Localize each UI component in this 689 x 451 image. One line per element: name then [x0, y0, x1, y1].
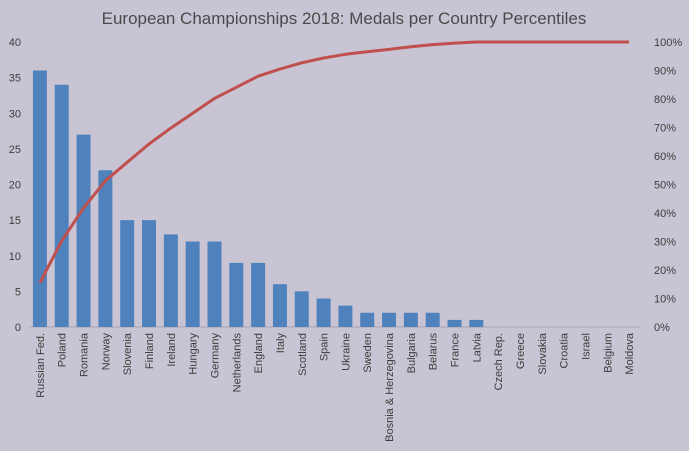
bar	[142, 220, 157, 327]
x-tick-label: Belgium	[602, 333, 614, 373]
bar	[185, 241, 200, 327]
bar	[382, 312, 397, 327]
bar	[98, 170, 113, 327]
y-right-tick-label: 40%	[654, 208, 676, 220]
bar	[360, 312, 375, 327]
x-tick-label: Romania	[79, 332, 91, 377]
y-right-tick-label: 10%	[654, 294, 676, 306]
bar	[32, 70, 47, 327]
y-right-tick-label: 0%	[654, 322, 670, 334]
bar	[251, 262, 266, 327]
chart-title: European Championships 2018: Medals per …	[102, 9, 587, 28]
x-tick-label: Scotland	[297, 333, 309, 376]
y-left-tick-label: 25	[9, 144, 21, 156]
bar	[229, 262, 244, 327]
x-tick-label: Croatia	[559, 332, 571, 368]
bar	[120, 220, 135, 327]
x-tick-label: Germany	[209, 333, 221, 379]
x-tick-label: Ukraine	[340, 333, 352, 371]
x-tick-label: Spain	[319, 333, 331, 361]
y-left-tick-label: 15	[9, 215, 21, 227]
bar	[469, 319, 484, 327]
x-tick-label: Moldova	[624, 332, 636, 374]
y-left-tick-label: 5	[15, 286, 21, 298]
y-left-tick-label: 35	[9, 73, 21, 85]
y-left-tick-label: 10	[9, 251, 21, 263]
bar	[447, 319, 462, 327]
bar	[403, 312, 418, 327]
y-right-tick-label: 80%	[654, 94, 676, 106]
y-right-tick-label: 50%	[654, 180, 676, 192]
x-tick-label: Slovakia	[537, 332, 549, 374]
x-tick-label: Czech Rep.	[493, 333, 505, 390]
bar	[163, 234, 178, 327]
bar	[338, 305, 353, 327]
y-right-tick-label: 90%	[654, 66, 676, 78]
x-tick-labels: Russian Fed. Poland Romania Norway Slovenia F…	[35, 332, 636, 442]
x-tick-label: Norway	[100, 333, 112, 371]
axes: 0 5 10 15 20 25 30 35 40 0% 10% 20% 30% 40% 50% 60% 70% 8…	[9, 37, 683, 334]
x-tick-label: Greece	[515, 333, 527, 369]
bar	[54, 84, 69, 327]
y-right-tick-label: 30%	[654, 237, 676, 249]
y-left-tick-label: 20	[9, 180, 21, 192]
bar	[272, 284, 287, 327]
cumulative-line	[38, 40, 630, 284]
x-tick-label: Finland	[144, 333, 156, 369]
x-tick-label: Bulgaria	[406, 332, 418, 373]
x-tick-label: Italy	[275, 333, 287, 354]
bar-series	[32, 70, 484, 327]
x-tick-label: Ireland	[166, 333, 178, 367]
x-tick-label: Belarus	[428, 333, 440, 371]
x-tick-label: Sweden	[362, 333, 374, 373]
y-left-tick-label: 40	[9, 37, 21, 49]
bar	[425, 312, 440, 327]
cumulative-line-series	[38, 40, 630, 284]
y-right-tick-label: 60%	[654, 151, 676, 163]
y-left-tick-label: 0	[15, 322, 21, 334]
x-tick-label: Slovenia	[122, 332, 134, 375]
x-tick-label: Russian Fed.	[35, 333, 47, 398]
y-right-tick-label: 70%	[654, 123, 676, 135]
x-tick-label: Latvia	[471, 332, 483, 362]
x-tick-label: Poland	[57, 333, 69, 367]
x-tick-label: France	[450, 333, 462, 367]
x-tick-label: Bosnia & Herzegovina	[384, 332, 396, 442]
y-right-tick-label: 20%	[654, 265, 676, 277]
bar	[294, 291, 309, 327]
bar	[316, 298, 331, 327]
x-tick-label: Israel	[580, 333, 592, 360]
y-left-tick-label: 30	[9, 108, 21, 120]
x-tick-label: Netherlands	[231, 333, 243, 393]
bar	[76, 134, 91, 327]
x-tick-label: England	[253, 333, 265, 373]
y-right-tick-label: 100%	[654, 37, 682, 49]
bar	[207, 241, 222, 327]
x-tick-label: Hungary	[188, 333, 200, 375]
